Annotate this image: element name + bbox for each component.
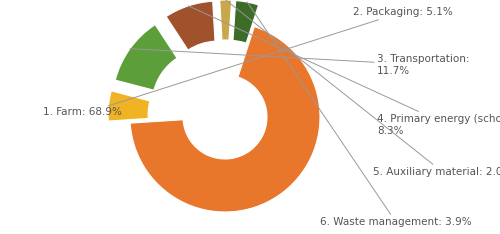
Wedge shape: [108, 91, 150, 121]
Wedge shape: [166, 1, 215, 50]
Text: 6. Waste management: 3.9%: 6. Waste management: 3.9%: [248, 2, 472, 227]
Wedge shape: [130, 27, 320, 212]
Text: 3. Transportation:
11.7%: 3. Transportation: 11.7%: [130, 49, 469, 76]
Text: 4. Primary energy (school):
8.3%: 4. Primary energy (school): 8.3%: [188, 6, 500, 136]
Text: 2. Packaging: 5.1%: 2. Packaging: 5.1%: [108, 7, 453, 106]
Wedge shape: [220, 0, 232, 40]
Text: 1. Farm: 68.9%: 1. Farm: 68.9%: [43, 107, 122, 117]
Wedge shape: [233, 1, 258, 43]
Wedge shape: [115, 25, 177, 90]
Text: 5. Auxiliary material: 2.0%: 5. Auxiliary material: 2.0%: [226, 0, 500, 177]
